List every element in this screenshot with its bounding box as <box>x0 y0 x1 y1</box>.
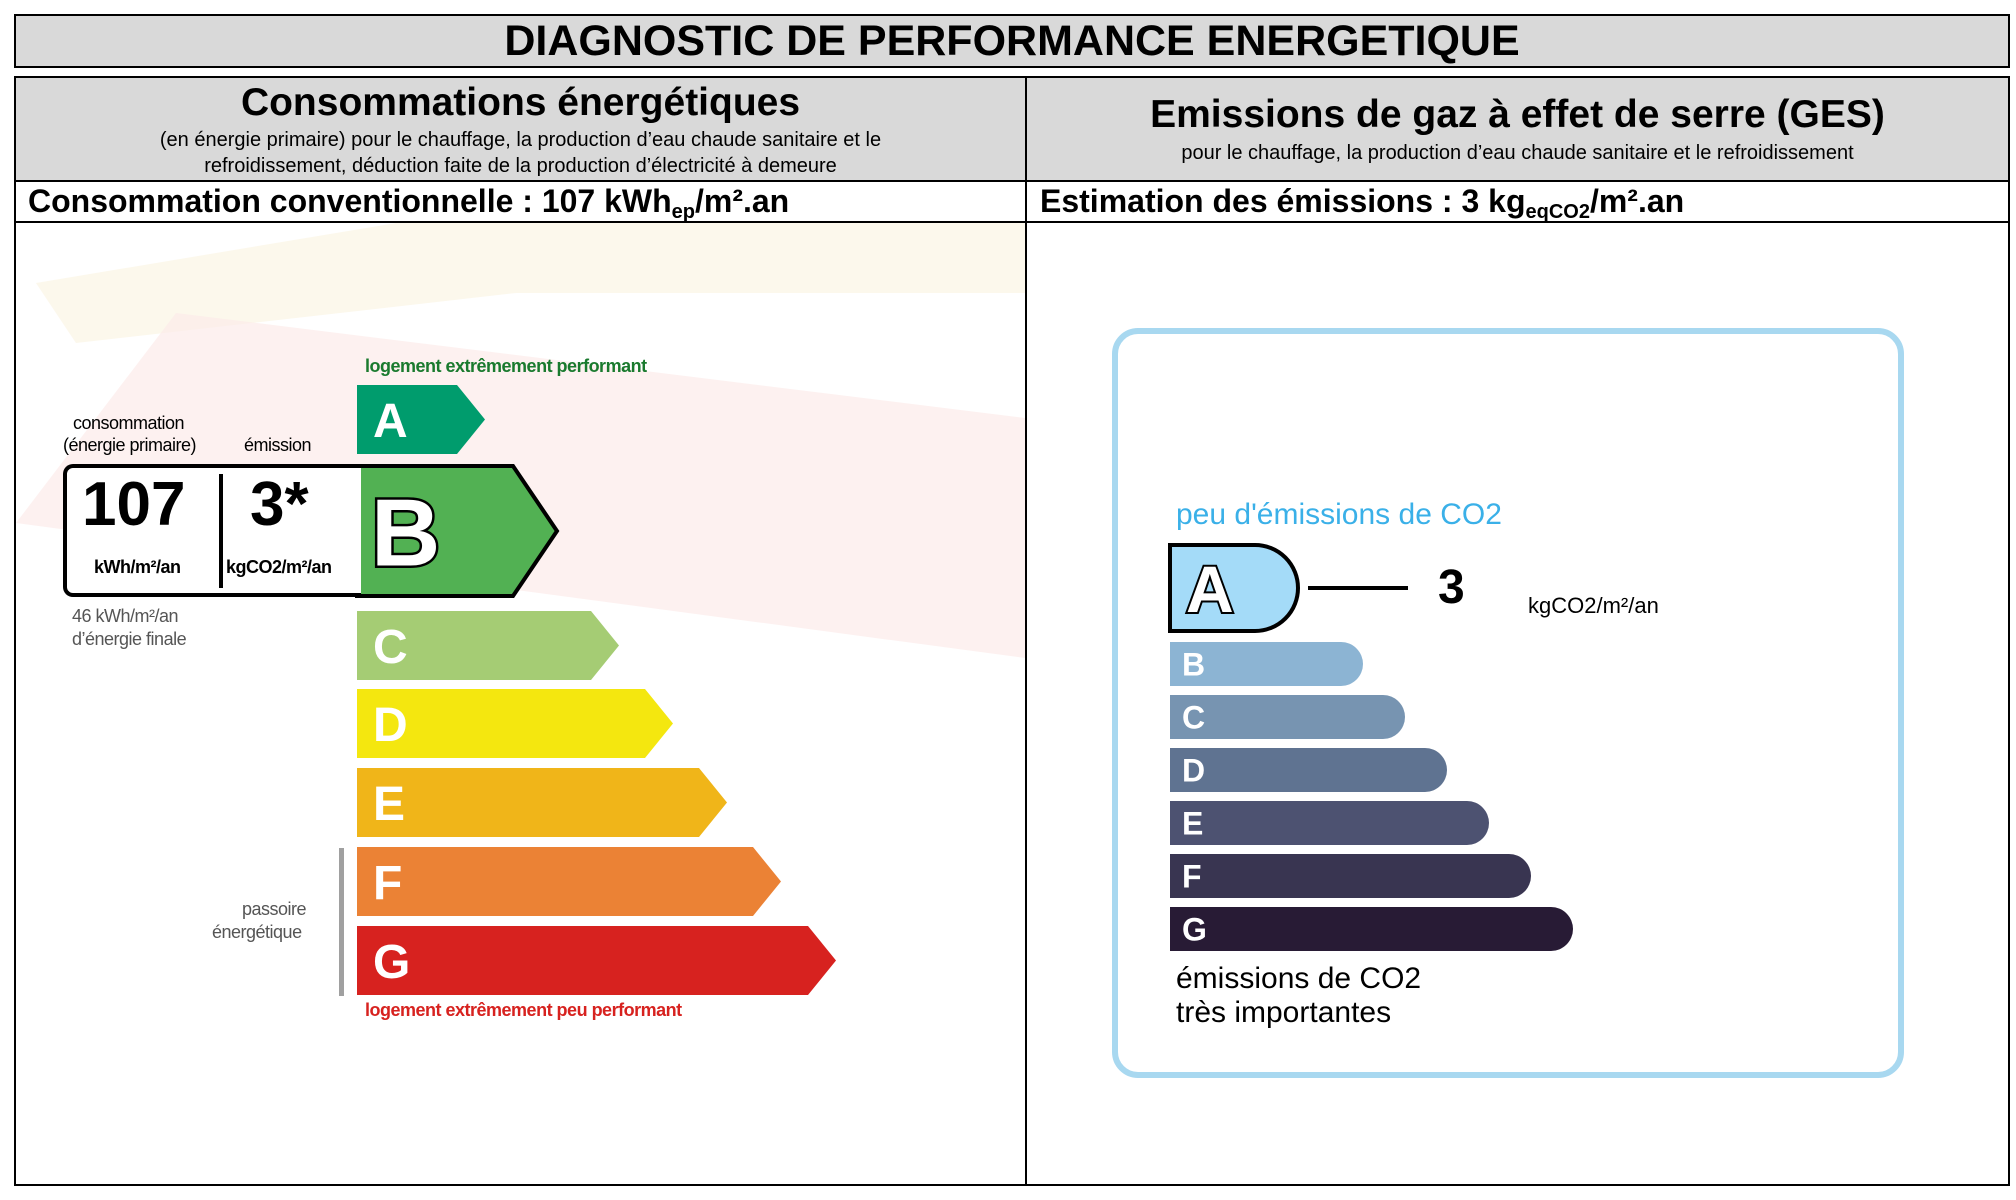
ges-class-letter-a: A <box>1186 552 1234 626</box>
ges-class-bar-a <box>1168 543 1300 633</box>
ges-class-bar-f <box>1170 854 1531 898</box>
ges-class-bar-e <box>1170 801 1489 845</box>
ges-summary: Estimation des émissions : 3 kgeqCO2/m².… <box>1040 183 1685 223</box>
ges-class-bar-b <box>1170 642 1363 686</box>
final-energy-label: d’énergie finale <box>72 629 187 649</box>
ges-bottom-label-1: émissions de CO2 <box>1176 962 1422 995</box>
ges-class-letter-g: G <box>1182 912 1207 948</box>
conso-value: 107 <box>82 470 186 539</box>
passoire-label-1: passoire <box>242 899 307 919</box>
emission-column-label: émission <box>244 435 312 455</box>
energy-class-bar-a <box>357 385 485 454</box>
energy-class-letter-f: F <box>373 857 402 910</box>
ges-header-background <box>1027 78 2008 180</box>
ges-class-letter-c: C <box>1182 700 1205 736</box>
ges-class-bar-c <box>1170 695 1405 739</box>
energy-class-bar-f <box>357 847 781 916</box>
table-frame <box>14 76 2010 1186</box>
ges-class-letter-d: D <box>1182 753 1205 789</box>
energy-class-letter-d: D <box>373 699 408 752</box>
emission-value: 3* <box>250 470 309 539</box>
ges-class-letter-e: E <box>1182 806 1203 842</box>
energy-class-letter-g: G <box>373 936 410 989</box>
ges-label-panel <box>1112 328 1904 1078</box>
energy-class-bar-c <box>357 611 619 680</box>
energy-value-separator <box>219 474 223 588</box>
ges-class-letter-b: B <box>1182 647 1205 683</box>
column-divider <box>1025 76 1027 1186</box>
energy-top-label: logement extrêmement performant <box>365 356 647 376</box>
final-energy-value: 46 kWh/m²/an <box>72 606 179 626</box>
ges-top-label: peu d'émissions de CO2 <box>1176 498 1502 531</box>
ges-class-bar-g <box>1170 907 1573 951</box>
ges-class-letter-f: F <box>1182 859 1202 895</box>
ges-heading: Emissions de gaz à effet de serre (GES) <box>1150 93 1885 136</box>
ges-unit: kgCO2/m²/an <box>1528 593 1659 618</box>
energy-class-bar-g <box>357 926 836 995</box>
ges-subheading: pour le chauffage, la production d’eau c… <box>1181 142 1854 164</box>
conso-unit: kWh/m²/an <box>94 557 181 577</box>
ges-bottom-label-2: très importantes <box>1176 996 1392 1029</box>
energy-class-letter-b: B <box>371 480 440 587</box>
energy-header-background <box>16 78 1025 180</box>
conso-column-label: consommation <box>73 413 185 433</box>
summary-divider <box>14 221 2010 223</box>
conso-column-label-2: (énergie primaire) <box>63 435 197 455</box>
passoire-label-2: énergétique <box>212 922 302 942</box>
energy-value-box <box>63 464 361 597</box>
energy-class-bar-e <box>357 768 727 837</box>
energy-class-letter-c: C <box>373 621 408 674</box>
passoire-bar <box>339 848 344 996</box>
energy-subheading-line1: (en énergie primaire) pour le chauffage,… <box>159 129 882 151</box>
energy-bottom-label: logement extrêmement peu performant <box>365 1000 682 1020</box>
ges-value: 3 <box>1438 561 1465 614</box>
page-title: DIAGNOSTIC DE PERFORMANCE ENERGETIQUE <box>14 14 2010 68</box>
emission-unit: kgCO2/m²/an <box>226 557 332 577</box>
energy-summary: Consommation conventionnelle : 107 kWhep… <box>28 183 790 223</box>
energy-class-letter-a: A <box>373 395 408 448</box>
header-divider <box>14 180 2010 182</box>
energy-subheading-line2: refroidissement, déduction faite de la p… <box>204 155 837 177</box>
ges-class-bar-d <box>1170 748 1447 792</box>
energy-class-bar-d <box>357 689 673 758</box>
energy-class-letter-e: E <box>373 778 405 831</box>
energy-heading: Consommations énergétiques <box>240 81 801 124</box>
